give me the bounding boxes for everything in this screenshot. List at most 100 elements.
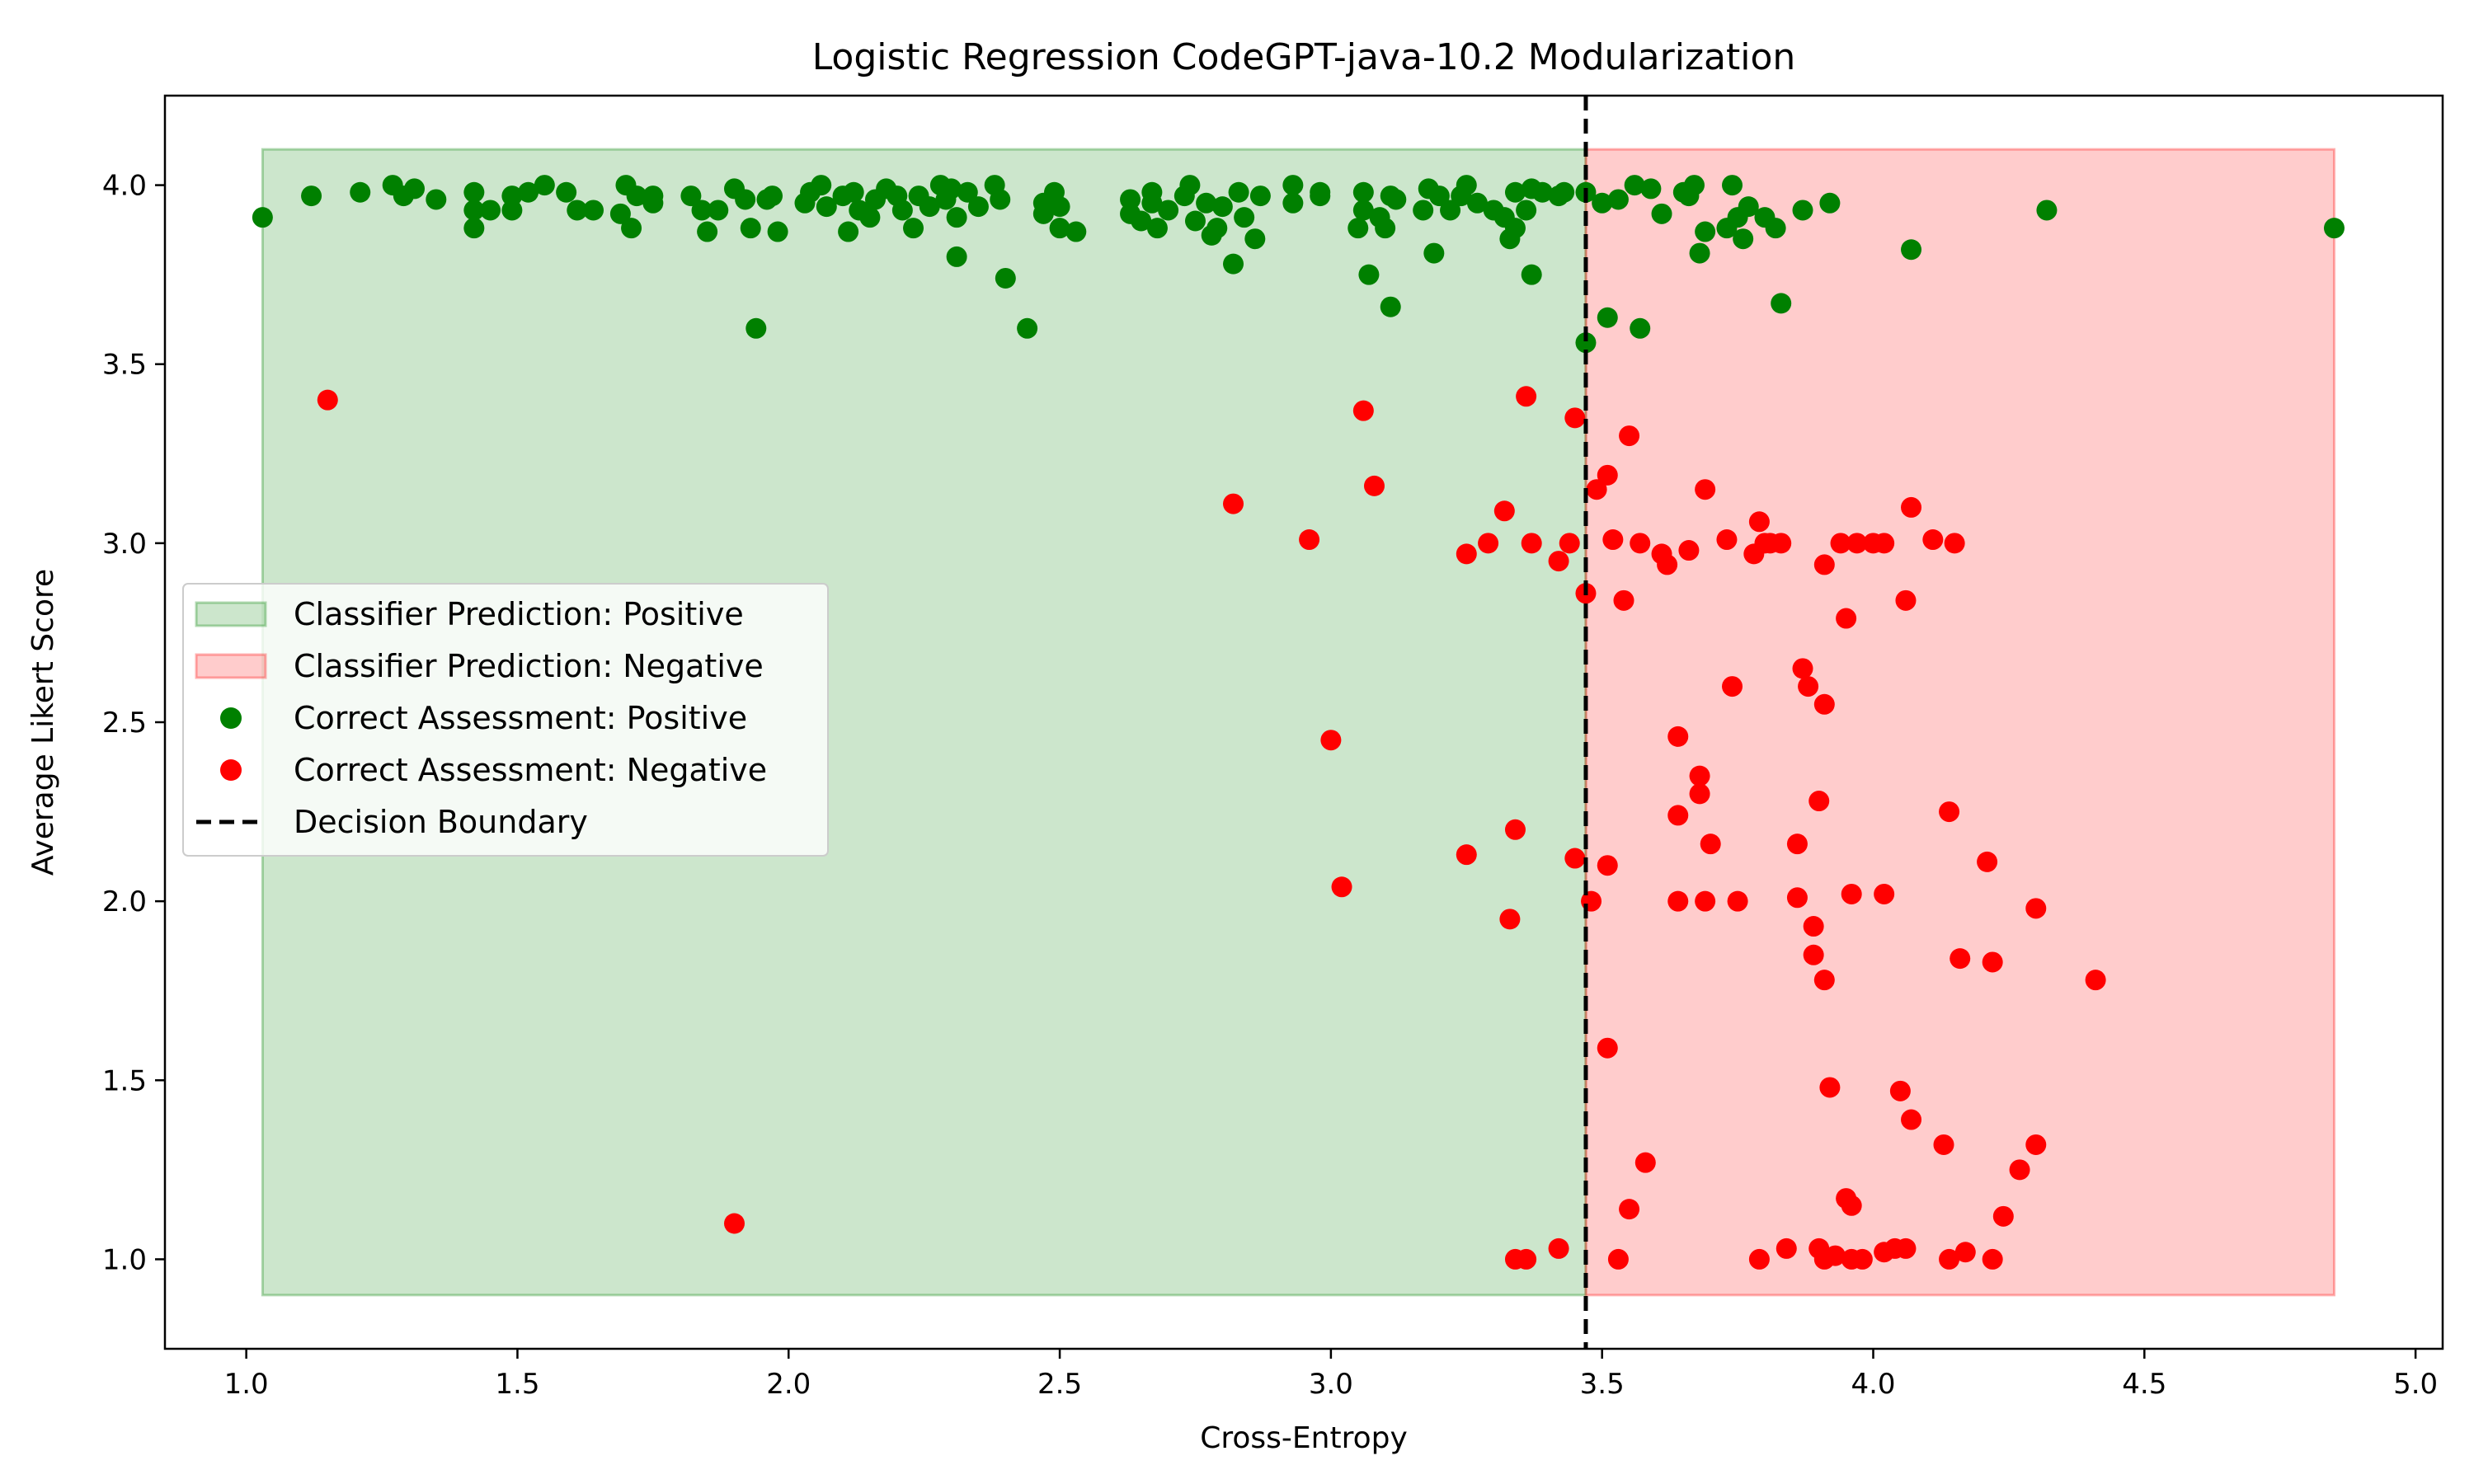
data-point-positive — [1531, 181, 1553, 203]
data-point-positive — [567, 200, 588, 221]
data-point-negative — [1597, 855, 1618, 876]
data-point-negative — [1982, 951, 2003, 973]
y-tick-label: 3.5 — [102, 349, 147, 382]
data-point-positive — [1120, 189, 1141, 210]
data-point-negative — [1792, 658, 1813, 679]
x-tick-label: 4.0 — [1851, 1368, 1895, 1401]
data-point-positive — [691, 200, 713, 221]
data-point-negative — [1846, 533, 1868, 554]
legend-label-positive-region: Classifier Prediction: Positive — [294, 596, 744, 632]
data-point-negative — [1516, 1248, 1537, 1270]
data-point-positive — [350, 181, 371, 203]
data-point-positive — [621, 218, 642, 239]
data-point-positive — [252, 207, 273, 228]
data-point-positive — [1017, 317, 1038, 339]
data-point-positive — [1689, 242, 1710, 264]
data-point-positive — [708, 200, 729, 221]
x-axis-label: Cross-Entropy — [1200, 1421, 1408, 1455]
data-point-positive — [1722, 175, 1743, 196]
data-point-negative — [1548, 1237, 1569, 1259]
data-point-positive — [1310, 181, 1331, 203]
data-point-negative — [1944, 533, 1965, 554]
data-point-positive — [1456, 175, 1477, 196]
data-point-negative — [2009, 1159, 2030, 1181]
y-tick-label: 4.0 — [102, 170, 147, 203]
data-point-positive — [946, 207, 967, 228]
data-point-negative — [2085, 970, 2106, 991]
legend-label-negative-region: Classifier Prediction: Negative — [294, 648, 764, 684]
data-points — [252, 175, 2345, 1270]
data-point-negative — [1933, 1134, 1954, 1155]
legend-marker-positive — [220, 707, 242, 729]
data-point-negative — [1954, 1242, 1976, 1263]
data-point-positive — [1771, 293, 1792, 314]
data-point-positive — [642, 186, 664, 207]
data-point-negative — [2025, 1134, 2047, 1155]
data-point-negative — [1700, 834, 1721, 855]
x-tick-label: 5.0 — [2393, 1368, 2438, 1401]
x-tick-label: 2.5 — [1037, 1368, 1082, 1401]
data-point-negative — [1657, 554, 1678, 575]
data-point-negative — [1619, 425, 1640, 447]
data-point-positive — [1765, 218, 1786, 239]
data-point-negative — [1874, 533, 1895, 554]
legend-swatch-positive-region — [195, 601, 267, 627]
data-point-positive — [816, 196, 837, 218]
data-point-positive — [1348, 218, 1369, 239]
data-point-positive — [1521, 264, 1542, 285]
data-point-positive — [1413, 200, 1434, 221]
chart-title: Logistic Regression CodeGPT-java-10.2 Mo… — [812, 36, 1796, 78]
data-point-positive — [501, 200, 523, 221]
data-point-negative — [1895, 589, 1917, 611]
data-point-negative — [1695, 890, 1716, 912]
y-tick-label: 1.0 — [102, 1243, 147, 1276]
data-point-negative — [1786, 887, 1808, 909]
data-point-positive — [1234, 207, 1255, 228]
data-point-positive — [1196, 192, 1217, 214]
data-point-negative — [1586, 479, 1607, 500]
data-point-positive — [946, 246, 967, 267]
data-point-negative — [1689, 783, 1710, 805]
data-point-negative — [1922, 529, 1944, 551]
data-point-negative — [1597, 1037, 1618, 1059]
data-point-positive — [609, 203, 631, 224]
data-point-positive — [745, 317, 767, 339]
data-point-negative — [1667, 805, 1689, 826]
data-point-positive — [1146, 218, 1168, 239]
data-point-negative — [1559, 533, 1580, 554]
data-point-positive — [1733, 228, 1754, 250]
data-point-negative — [1992, 1205, 2014, 1227]
data-point-positive — [1792, 200, 1813, 221]
data-point-positive — [1901, 239, 1922, 261]
data-point-negative — [1939, 801, 1960, 823]
data-point-positive — [626, 186, 647, 207]
data-point-positive — [1032, 203, 1054, 224]
data-point-negative — [1813, 554, 1835, 575]
data-point-negative — [1851, 1248, 1873, 1270]
data-point-positive — [1211, 196, 1233, 218]
data-point-positive — [1141, 181, 1163, 203]
data-point-negative — [2025, 898, 2047, 919]
x-tick-label: 3.5 — [1580, 1368, 1625, 1401]
data-point-positive — [1504, 181, 1526, 203]
data-point-positive — [859, 207, 881, 228]
data-point-positive — [463, 181, 485, 203]
data-point-positive — [301, 186, 322, 207]
legend-label-decision-boundary: Decision Boundary — [294, 804, 588, 840]
data-point-negative — [1499, 909, 1521, 930]
data-point-positive — [1131, 210, 1152, 232]
data-point-negative — [1564, 407, 1586, 429]
data-point-positive — [1504, 218, 1526, 239]
data-point-negative — [1504, 819, 1526, 840]
data-point-positive — [583, 200, 604, 221]
data-point-positive — [1640, 178, 1662, 200]
data-point-positive — [1695, 221, 1716, 242]
data-point-positive — [518, 181, 539, 203]
data-point-negative — [1901, 496, 1922, 518]
data-point-positive — [1385, 189, 1407, 210]
data-point-positive — [891, 200, 913, 221]
data-point-negative — [1456, 543, 1477, 565]
data-point-negative — [1299, 529, 1320, 551]
x-tick-label: 4.5 — [2122, 1368, 2166, 1401]
data-point-positive — [2036, 200, 2058, 221]
